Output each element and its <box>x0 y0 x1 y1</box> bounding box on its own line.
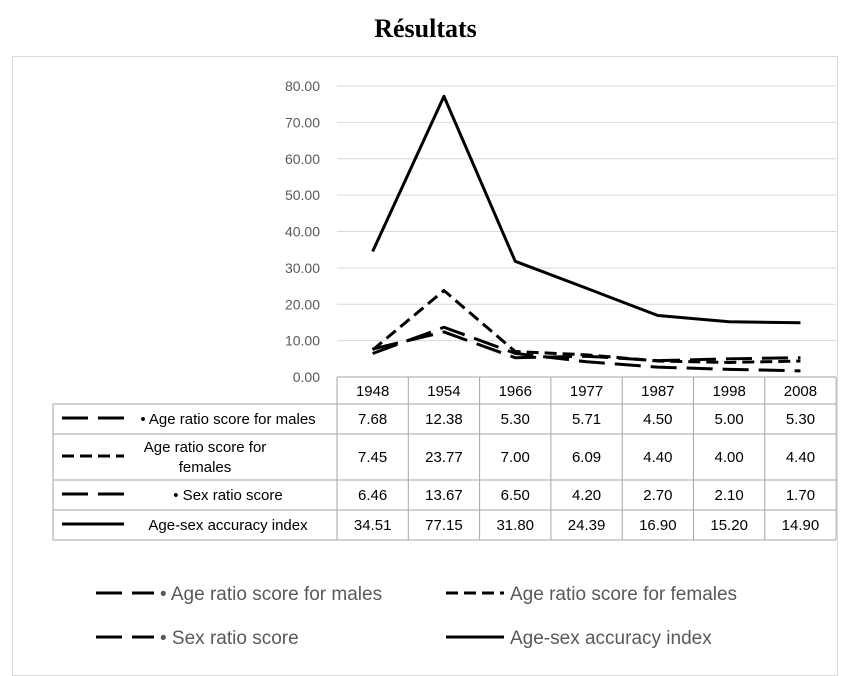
data-label: 7.45 <box>358 449 387 466</box>
category-label: 1954 <box>427 383 460 400</box>
category-label: 1966 <box>499 383 532 400</box>
data-label: 24.39 <box>568 517 606 534</box>
legend-entry: • Age ratio score for males <box>160 584 382 605</box>
y-tick-label: 60.00 <box>285 151 320 167</box>
data-label: 4.00 <box>715 449 744 466</box>
category-label: 1998 <box>712 383 745 400</box>
category-label: 1948 <box>356 383 389 400</box>
table-row-label: Age-sex accuracy index <box>148 517 308 534</box>
data-label: 31.80 <box>496 517 534 534</box>
data-label: 12.38 <box>425 411 463 428</box>
data-label: 7.68 <box>358 411 387 428</box>
y-tick-label: 50.00 <box>285 187 320 203</box>
data-label: 5.30 <box>786 411 815 428</box>
y-tick-label: 10.00 <box>285 333 320 349</box>
legend-entry: • Sex ratio score <box>160 628 299 649</box>
data-label: 4.40 <box>786 449 815 466</box>
data-label: 4.50 <box>643 411 672 428</box>
data-label: 6.09 <box>572 449 601 466</box>
data-label: 6.46 <box>358 487 387 504</box>
data-label: 4.20 <box>572 487 601 504</box>
y-tick-label: 40.00 <box>285 224 320 240</box>
data-label: 14.90 <box>782 517 820 534</box>
data-label: 7.00 <box>501 449 530 466</box>
series-line-4 <box>373 96 801 322</box>
category-label: 1987 <box>641 383 674 400</box>
data-label: 16.90 <box>639 517 677 534</box>
series-line-3 <box>373 327 801 371</box>
category-label: 2008 <box>784 383 817 400</box>
data-label: 6.50 <box>501 487 530 504</box>
data-label: 2.10 <box>715 487 744 504</box>
data-label: 5.00 <box>715 411 744 428</box>
y-tick-label: 30.00 <box>285 260 320 276</box>
data-label: 2.70 <box>643 487 672 504</box>
data-label: 15.20 <box>710 517 748 534</box>
y-tick-label: 20.00 <box>285 296 320 312</box>
table-row-label: • Age ratio score for males <box>140 411 315 428</box>
series-line-2 <box>373 291 801 363</box>
legend-entry: Age ratio score for females <box>510 584 737 605</box>
category-label: 1977 <box>570 383 603 400</box>
legend-entry: Age-sex accuracy index <box>510 628 712 649</box>
data-label: 5.30 <box>501 411 530 428</box>
y-tick-label: 0.00 <box>293 369 320 385</box>
data-label: 77.15 <box>425 517 463 534</box>
y-tick-label: 80.00 <box>285 78 320 94</box>
table-row-label: Age ratio score for <box>144 439 267 456</box>
table-row-label: females <box>179 459 232 476</box>
data-label: 1.70 <box>786 487 815 504</box>
data-label: 13.67 <box>425 487 463 504</box>
data-label: 23.77 <box>425 449 463 466</box>
table-row-label: • Sex ratio score <box>173 487 282 504</box>
data-label: 4.40 <box>643 449 672 466</box>
data-label: 5.71 <box>572 411 601 428</box>
data-label: 34.51 <box>354 517 392 534</box>
y-tick-label: 70.00 <box>285 114 320 130</box>
